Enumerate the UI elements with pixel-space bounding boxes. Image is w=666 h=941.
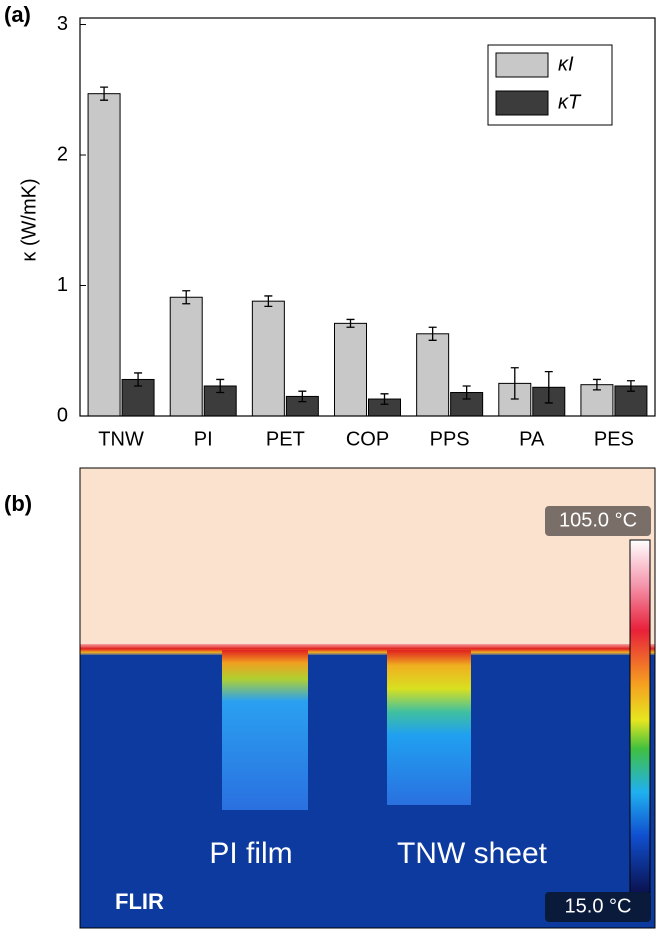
error-bar — [134, 372, 143, 387]
y-tick-label: 1 — [57, 274, 68, 296]
panel-label: (a) — [4, 2, 31, 27]
y-axis-label: κ (W/mK) — [18, 178, 40, 261]
error-bar — [216, 378, 225, 394]
cold-region — [80, 655, 655, 928]
error-bar — [380, 393, 389, 405]
y-tick-label: 0 — [57, 404, 68, 426]
x-tick-label: PET — [266, 428, 305, 450]
error-bar — [544, 370, 553, 404]
bar — [334, 322, 367, 417]
pi-film-strip — [222, 650, 308, 810]
error-bar — [264, 295, 273, 308]
logo: FLIR — [115, 889, 164, 914]
bar — [416, 333, 450, 417]
image-frame — [79, 467, 656, 929]
x-tick-label: PA — [519, 428, 545, 450]
x-tick-label: PES — [594, 428, 634, 450]
x-tick-label: TNW — [98, 428, 144, 450]
error-bar — [428, 326, 437, 341]
heated-edge — [80, 644, 655, 656]
y-tick-label: 3 — [57, 13, 68, 35]
error-bar — [298, 390, 307, 403]
image-label: PI film — [209, 837, 292, 870]
legend-swatch — [495, 52, 549, 78]
plot-frame — [79, 17, 656, 417]
bar — [169, 296, 203, 417]
scale-min: 15.0 °C — [565, 895, 632, 917]
y-tick-label: 2 — [57, 143, 68, 165]
error-bar — [462, 385, 471, 400]
error-bar — [182, 290, 191, 305]
x-tick-label: COP — [346, 428, 389, 450]
x-tick-label: PPS — [430, 428, 470, 450]
color-bar — [629, 539, 651, 901]
image-label: TNW sheet — [397, 837, 548, 870]
x-tick-label: PI — [194, 428, 213, 450]
error-bar — [592, 378, 601, 391]
error-bar — [626, 380, 635, 392]
panel-label: (b) — [4, 491, 32, 516]
scale-box — [545, 892, 651, 922]
legend-label: κT — [558, 91, 582, 113]
legend-swatch — [495, 90, 549, 116]
error-bar — [510, 367, 519, 400]
error-bar — [100, 86, 109, 101]
bar — [251, 300, 285, 417]
thermal-image: 105.0 °C 15.0 °C PI film TNW sheet FLIR — [79, 467, 656, 929]
legend-label: κI — [558, 53, 574, 75]
bar — [87, 93, 121, 417]
scale-max: 105.0 °C — [559, 509, 637, 531]
tnw-strip — [387, 650, 471, 805]
error-bar — [346, 318, 355, 328]
scale-box — [545, 506, 651, 536]
